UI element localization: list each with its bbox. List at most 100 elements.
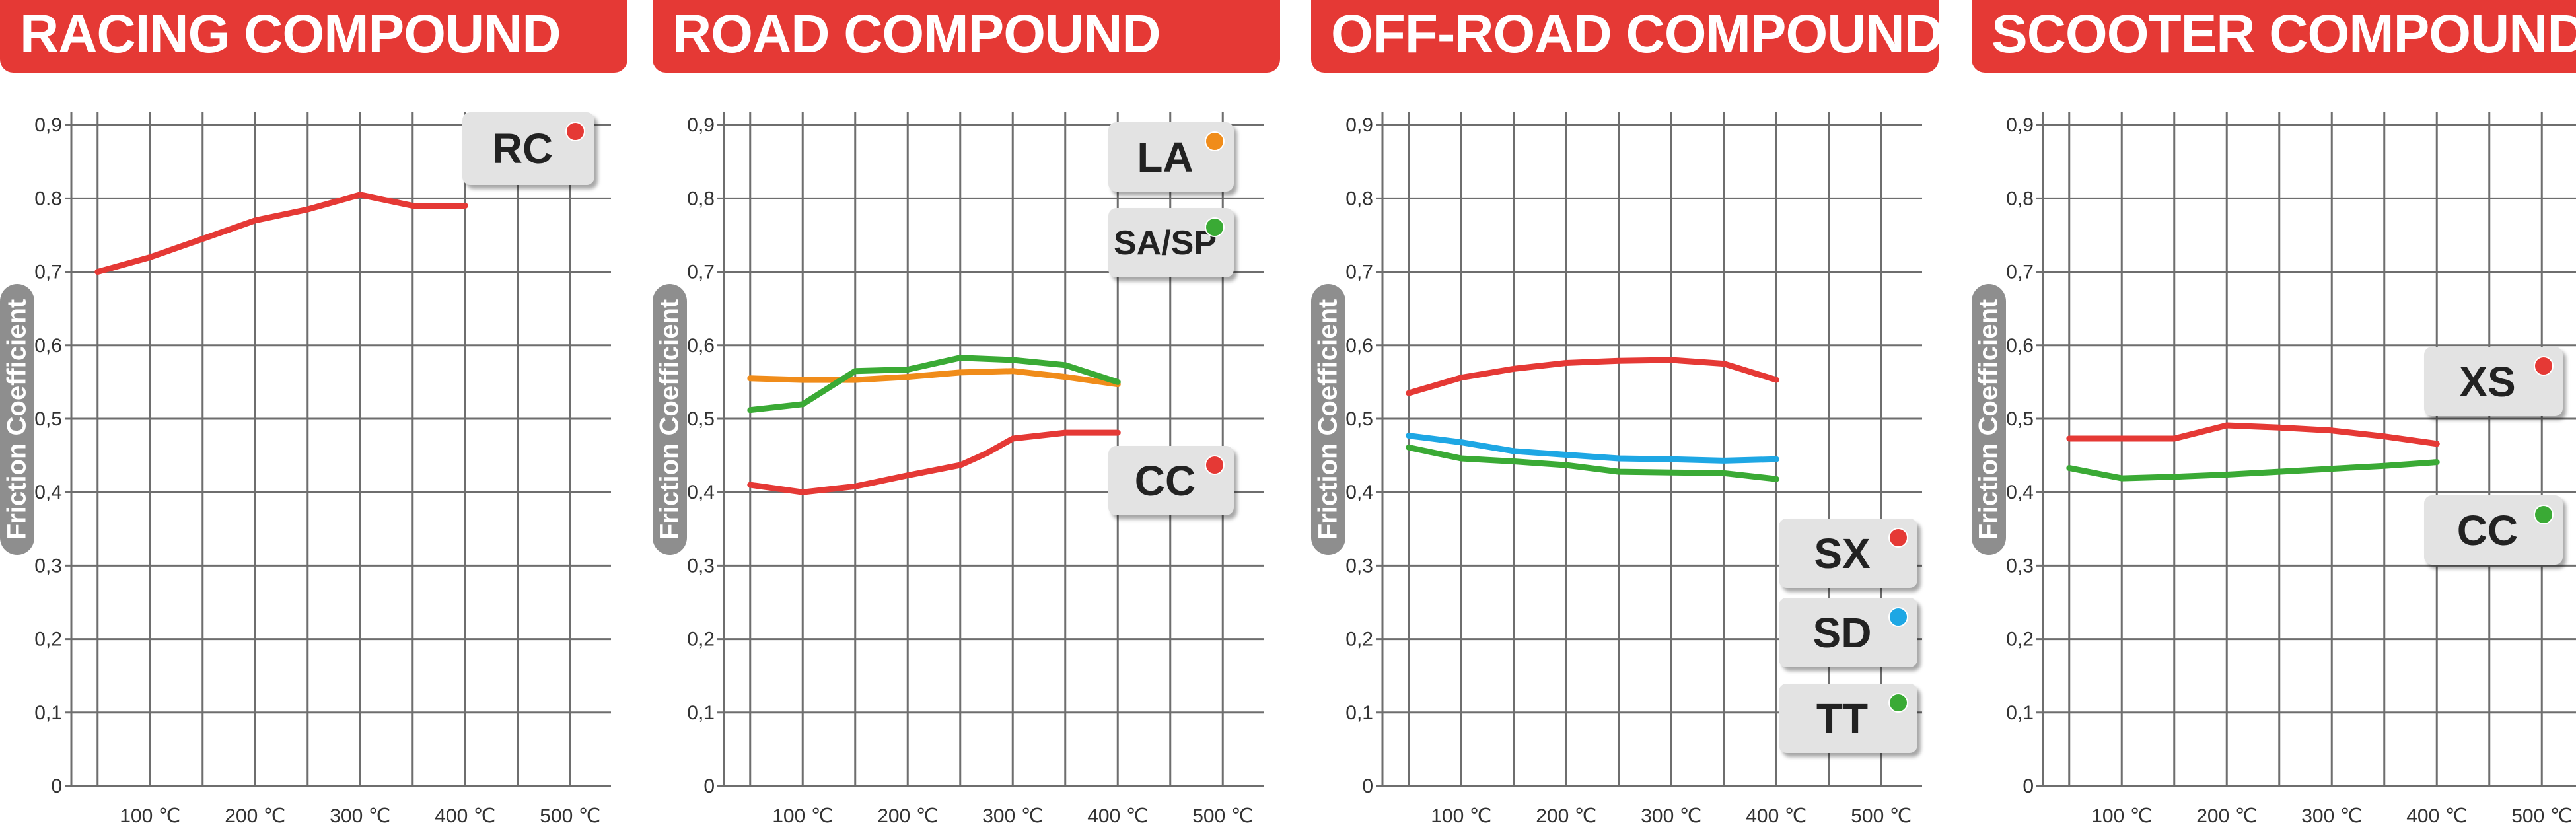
legend-color-dot-icon [1205, 217, 1225, 237]
y-tick-label: 0,5 [687, 408, 715, 430]
x-tick-label: 100 ℃ [120, 805, 180, 827]
legend-label: RC [491, 125, 554, 172]
y-tick-label: 0,8 [687, 188, 715, 209]
legend-entry: TT [1779, 684, 1917, 753]
y-tick-label: 0,6 [687, 335, 715, 357]
y-tick-label: 0,7 [687, 262, 715, 283]
y-tick-label: 0,9 [34, 114, 62, 136]
legend-label: SD [1812, 608, 1872, 657]
legend-entry: CC [2424, 495, 2563, 565]
y-tick-label: 0,3 [687, 555, 715, 577]
y-tick-label: 0,4 [687, 482, 715, 503]
chart-panel-3: OFF-ROAD COMPOUND 0 0,1 0,2 0,3 0,4 0,5 0,6 0,7 0… [1311, 0, 1943, 829]
y-tick-label: 0,6 [2006, 335, 2034, 357]
y-tick-label: 0 [1362, 775, 1373, 797]
x-tick-label: 300 ℃ [982, 805, 1043, 827]
series-line-sa-sp [747, 355, 1121, 414]
chart-title-banner: ROAD COMPOUND [653, 0, 1280, 73]
y-tick-label: 0,2 [34, 629, 62, 651]
x-tick-label: 500 ℃ [1851, 805, 1912, 827]
x-tick-label: 200 ℃ [225, 805, 285, 827]
legend-color-dot-icon [1888, 607, 1908, 627]
y-tick-label: 0,4 [1345, 482, 1373, 503]
x-tick-label: 400 ℃ [2406, 805, 2467, 827]
series-line-sd [1406, 433, 1779, 464]
legend-color-dot-icon [565, 122, 585, 141]
y-tick-label: 0 [703, 775, 715, 797]
chart-title: RACING COMPOUND [20, 4, 561, 64]
x-tick-label: 400 ℃ [1746, 805, 1807, 827]
series-line-rc [94, 192, 468, 275]
x-tick-label: 200 ℃ [2196, 805, 2257, 827]
x-tick-label: 100 ℃ [2091, 805, 2152, 827]
x-tick-label: 400 ℃ [1087, 805, 1148, 827]
x-tick-label: 500 ℃ [540, 805, 600, 827]
legend-entry: SA/SP [1108, 208, 1234, 277]
y-tick-label: 0,1 [2006, 702, 2034, 724]
series-line-la [747, 368, 1121, 388]
y-tick-label: 0,6 [34, 335, 62, 357]
y-tick-label: 0,1 [34, 702, 62, 724]
legend-label: TT [1816, 694, 1869, 742]
y-axis-label: Friction Coefficient [1974, 299, 2003, 540]
y-axis-label-box: Friction Coefficient [653, 284, 687, 555]
legend-entry: SX [1779, 519, 1917, 588]
chart-title: OFF-ROAD COMPOUND [1331, 4, 1943, 64]
x-tick-label: 400 ℃ [435, 805, 495, 827]
legend-label: XS [2459, 357, 2516, 406]
legend-entry: SD [1779, 598, 1917, 667]
y-tick-label: 0,3 [34, 555, 62, 577]
chart-panel-4: SCOOTER COMPOUND 0 0,1 0,2 0,3 0,4 0,5 0,6 0,7 0,… [1972, 0, 2576, 829]
y-tick-label: 0,4 [2006, 482, 2034, 503]
y-tick-label: 0,5 [1345, 408, 1373, 430]
legend-entry: LA [1108, 122, 1234, 192]
y-axis-label-box: Friction Coefficient [1972, 284, 2006, 555]
y-axis-label-box: Friction Coefficient [1311, 284, 1345, 555]
chart-svg: 0 0,1 0,2 0,3 0,4 0,5 0,6 0,7 0,8 0,9 100 ℃ 200 ℃ 30… [1345, 112, 1922, 827]
series-line-cc [2066, 459, 2440, 482]
x-tick-label: 300 ℃ [330, 805, 390, 827]
legend-entry: CC [1108, 446, 1234, 515]
legend-color-dot-icon [2534, 356, 2554, 376]
y-tick-label: 0.8 [34, 188, 62, 209]
y-tick-label: 0,3 [1345, 555, 1373, 577]
y-tick-label: 0,4 [34, 482, 62, 503]
chart-panel-1: RACING COMPOUND 0 0,1 0,2 0,3 0,4 0,5 0,6 0,7 0.8… [0, 0, 627, 829]
legend-label: SX [1814, 529, 1871, 577]
legend-color-dot-icon [1888, 528, 1908, 548]
chart-svg: 0 0,1 0,2 0,3 0,4 0,5 0,6 0,7 0,8 0,9 100 ℃ 200 ℃ 30… [2006, 112, 2576, 827]
legend-label: LA [1137, 133, 1194, 181]
legend-color-dot-icon [1888, 693, 1908, 713]
y-tick-label: 0,1 [1345, 702, 1373, 724]
chart-panel-2: ROAD COMPOUND 0 0,1 0,2 0,3 0,4 0,5 0,6 0,7 0,8 0,… [653, 0, 1280, 829]
chart-title: SCOOTER COMPOUND [1991, 4, 2576, 64]
series-line-xs [2066, 422, 2440, 447]
x-tick-label: 300 ℃ [1641, 805, 1701, 827]
y-axis-label: Friction Coefficient [655, 299, 684, 540]
series-line-cc [747, 429, 1121, 495]
y-tick-label: 0,8 [1345, 188, 1373, 209]
y-tick-label: 0,9 [1345, 114, 1373, 136]
chart-title-banner: SCOOTER COMPOUND [1972, 0, 2576, 73]
legend-label: CC [1134, 456, 1196, 505]
y-tick-label: 0 [2022, 775, 2034, 797]
y-tick-label: 0,7 [34, 262, 62, 283]
y-axis-label-box: Friction Coefficient [0, 284, 34, 555]
series-line-sx [1406, 357, 1779, 396]
y-tick-label: 0,2 [2006, 629, 2034, 651]
x-tick-label: 100 ℃ [772, 805, 833, 827]
y-axis-label: Friction Coefficient [2, 299, 32, 540]
x-tick-label: 200 ℃ [877, 805, 938, 827]
y-tick-label: 0,5 [34, 408, 62, 430]
legend-color-dot-icon [1205, 131, 1225, 151]
x-tick-label: 200 ℃ [1536, 805, 1596, 827]
legend-entry: XS [2424, 347, 2563, 416]
legend-color-dot-icon [1205, 455, 1225, 475]
legend-color-dot-icon [2534, 505, 2554, 524]
y-tick-label: 0,7 [1345, 262, 1373, 283]
chart-title-banner: RACING COMPOUND [0, 0, 627, 73]
y-tick-label: 0,2 [687, 629, 715, 651]
chart-svg: 0 0,1 0,2 0,3 0,4 0,5 0,6 0,7 0.8 0,9 100 ℃ 200 ℃ 30… [34, 112, 611, 827]
y-tick-label: 0,8 [2006, 188, 2034, 209]
y-tick-label: 0,1 [687, 702, 715, 724]
